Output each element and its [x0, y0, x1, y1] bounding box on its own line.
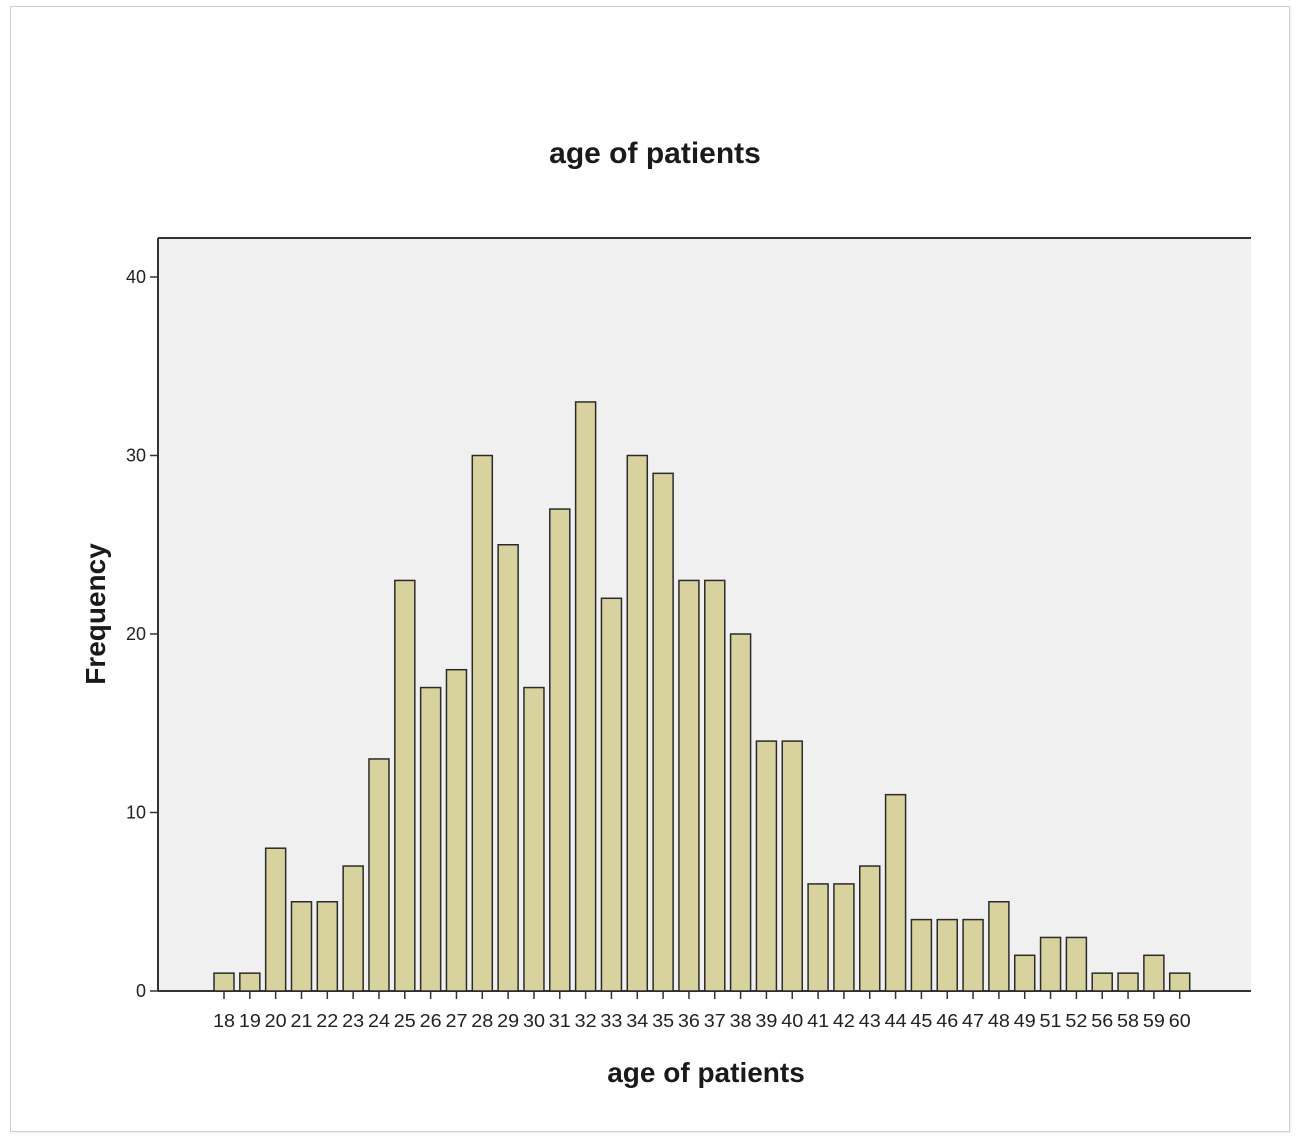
x-tick-label: 51: [1040, 1011, 1062, 1031]
bar-age-49: [1013, 954, 1036, 992]
bar-age-18: [213, 972, 235, 992]
bar-age-42: [833, 883, 855, 992]
bar-age-59: [1143, 954, 1165, 992]
y-tick-label: 40: [126, 267, 146, 287]
bar-age-23: [342, 865, 364, 992]
bar-age-35: [652, 472, 674, 992]
x-tick-label: 24: [368, 1011, 390, 1031]
bar-age-56: [1091, 972, 1113, 992]
bar-age-52: [1065, 936, 1088, 992]
x-tick-label: 34: [626, 1011, 648, 1031]
bar-age-60: [1168, 972, 1191, 992]
bar-age-24: [368, 758, 390, 992]
x-tick-label: 26: [420, 1011, 442, 1031]
bar-age-47: [962, 918, 984, 992]
x-axis-ticks: 18 19 20 21 22 23 24 25 26 27 28 29 30 31 32 33 34 35 36 37…: [213, 991, 1191, 1031]
x-tick-label: 20: [265, 1011, 287, 1031]
x-tick-label: 21: [290, 1011, 312, 1031]
x-tick-label: 37: [704, 1011, 726, 1031]
bar-age-38: [729, 633, 752, 992]
x-tick-label: 58: [1117, 1011, 1139, 1031]
x-tick-label: 27: [445, 1011, 467, 1031]
x-tick-label: 40: [781, 1011, 803, 1031]
x-tick-label: 52: [1065, 1011, 1087, 1031]
x-tick-label: 32: [575, 1011, 597, 1031]
bar-age-27: [445, 668, 468, 992]
bar-age-29: [497, 544, 519, 992]
bar-age-33: [600, 597, 623, 992]
chart-title: age of patients: [549, 137, 761, 170]
x-tick-label: 28: [471, 1011, 493, 1031]
bar-age-39: [755, 740, 778, 992]
x-tick-label: 18: [213, 1011, 235, 1031]
x-tick-label: 23: [342, 1011, 364, 1031]
y-tick-label: 0: [136, 981, 146, 1001]
bar-age-45: [910, 918, 933, 992]
bar-age-41: [807, 883, 829, 992]
x-tick-label: 22: [316, 1011, 338, 1031]
bar-age-20: [264, 847, 287, 992]
bar-age-46: [936, 918, 958, 992]
x-tick-label: 48: [988, 1011, 1010, 1031]
bar-age-43: [859, 865, 881, 992]
x-tick-label: 60: [1169, 1011, 1191, 1031]
x-tick-label: 30: [523, 1011, 545, 1031]
x-tick-label: 44: [885, 1011, 907, 1031]
x-tick-label: 49: [1014, 1011, 1036, 1031]
x-tick-label: 47: [962, 1011, 984, 1031]
bar-age-48: [988, 901, 1010, 992]
x-tick-label: 45: [910, 1011, 932, 1031]
x-tick-label: 42: [833, 1011, 855, 1031]
x-tick-label: 39: [755, 1011, 777, 1031]
x-tick-label: 41: [807, 1011, 829, 1031]
bar-age-30: [523, 686, 545, 992]
y-tick-label: 30: [126, 446, 146, 466]
x-tick-label: 36: [678, 1011, 700, 1031]
x-tick-label: 46: [936, 1011, 958, 1031]
x-tick-label: 25: [394, 1011, 416, 1031]
x-tick-label: 33: [600, 1011, 622, 1031]
bar-age-36: [678, 579, 700, 992]
bar-age-22: [316, 901, 339, 992]
bar-age-19: [239, 972, 261, 992]
bar-age-28: [471, 454, 494, 992]
y-axis-ticks: 0 10 20 30 40: [126, 267, 158, 1001]
bar-age-51: [1039, 936, 1062, 992]
bar-age-32: [574, 401, 597, 992]
x-tick-label: 56: [1091, 1011, 1113, 1031]
bar-age-34: [626, 454, 649, 992]
bar-age-44: [884, 793, 907, 992]
bar-age-37: [704, 579, 726, 992]
y-tick-label: 20: [126, 624, 146, 644]
bar-age-31: [549, 508, 571, 992]
x-tick-label: 19: [239, 1011, 261, 1031]
x-tick-label: 59: [1143, 1011, 1165, 1031]
bar-age-21: [290, 901, 313, 992]
y-tick-label: 10: [126, 803, 146, 823]
x-tick-label: 31: [549, 1011, 571, 1031]
bars: [213, 401, 1191, 992]
y-axis-title: Frequency: [80, 543, 111, 685]
x-tick-label: 43: [859, 1011, 881, 1031]
bar-age-26: [419, 686, 442, 992]
x-tick-label: 35: [652, 1011, 674, 1031]
x-axis-title: age of patients: [607, 1057, 805, 1088]
x-tick-label: 38: [730, 1011, 752, 1031]
x-tick-label: 29: [497, 1011, 519, 1031]
bar-age-25: [394, 579, 416, 992]
bar-age-40: [781, 740, 804, 992]
bar-age-58: [1117, 972, 1139, 992]
